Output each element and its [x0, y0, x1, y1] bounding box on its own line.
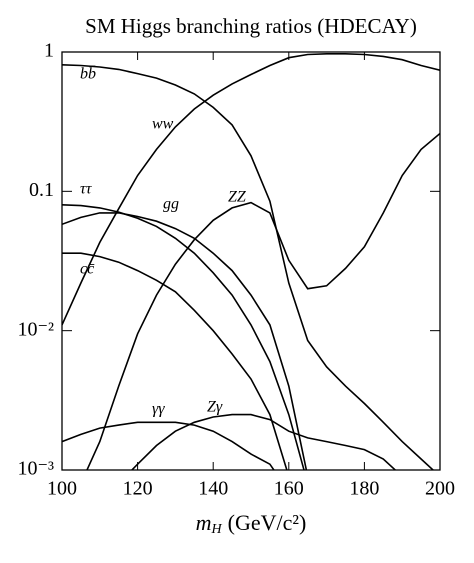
plot-frame: [61, 51, 441, 471]
x-axis-label: mH (GeV/c²): [196, 510, 307, 537]
series-line: [86, 132, 440, 470]
series-label: ττ: [80, 181, 93, 198]
y-tick-label: 0.1: [29, 179, 54, 201]
x-label-subscript: H: [211, 522, 223, 537]
series-label: gg: [163, 196, 179, 213]
series-label: ZZ: [228, 189, 247, 206]
series-line: [62, 252, 288, 470]
x-label-unit: (GeV/c²): [228, 510, 307, 535]
x-tick-label: 140: [198, 478, 228, 500]
series-line: [62, 64, 435, 470]
x-label-symbol: m: [196, 510, 212, 535]
series-line: [62, 212, 308, 470]
series-line: [62, 421, 275, 470]
series-line: [130, 413, 397, 470]
series-line: [62, 204, 305, 470]
x-tick-label: 200: [425, 478, 455, 500]
series-label: γγ: [152, 401, 165, 418]
y-tick-label: 1: [44, 40, 54, 62]
chart-title: SM Higgs branching ratios (HDECAY): [85, 14, 417, 38]
plot-area: [62, 53, 440, 470]
series-line: [62, 53, 440, 326]
x-tick-label: 160: [274, 478, 304, 500]
x-tick-label: 120: [123, 478, 153, 500]
x-tick-label: 180: [349, 478, 379, 500]
x-tick-label: 100: [47, 478, 77, 500]
series-label: ww: [152, 116, 174, 133]
series-label: cc̄: [80, 261, 94, 278]
y-tick-label: 10⁻²: [17, 318, 54, 340]
y-tick-label: 10⁻³: [17, 458, 54, 480]
series-label: bb̄: [80, 66, 96, 83]
series-label: Zγ: [207, 399, 223, 416]
